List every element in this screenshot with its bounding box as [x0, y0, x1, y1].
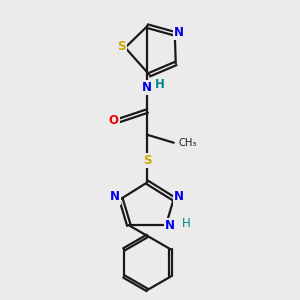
Text: S: S	[143, 154, 152, 167]
Text: S: S	[117, 40, 125, 53]
Text: O: O	[109, 114, 119, 127]
Text: N: N	[110, 190, 120, 203]
Text: N: N	[142, 81, 152, 94]
Text: N: N	[165, 220, 175, 232]
Text: CH₃: CH₃	[178, 138, 197, 148]
Text: N: N	[174, 26, 184, 39]
Text: N: N	[174, 190, 184, 203]
Text: H: H	[155, 78, 165, 91]
Text: H: H	[182, 217, 191, 230]
